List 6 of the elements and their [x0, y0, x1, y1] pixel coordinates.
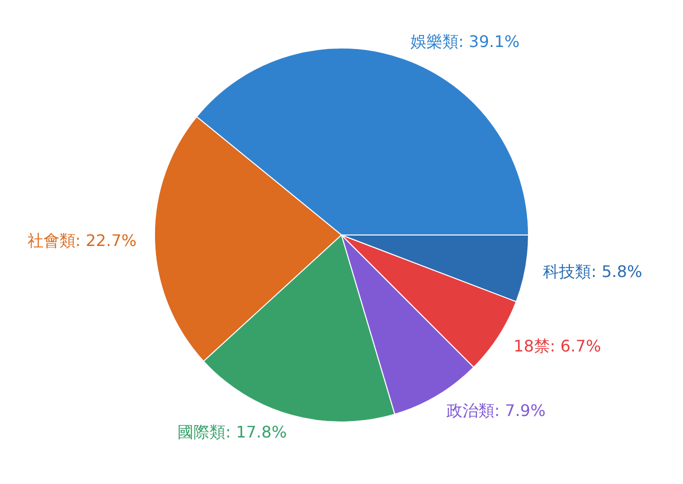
slice-label: 政治類: 7.9% [446, 401, 546, 420]
slice-label: 科技類: 5.8% [543, 262, 642, 282]
slice-label: 社會類: 22.7% [27, 230, 137, 250]
slice-label: 娛樂類: 39.1% [410, 32, 520, 51]
slice-label: 國際類: 17.8% [177, 422, 287, 442]
slice-label: 18禁: 6.7% [514, 336, 602, 356]
